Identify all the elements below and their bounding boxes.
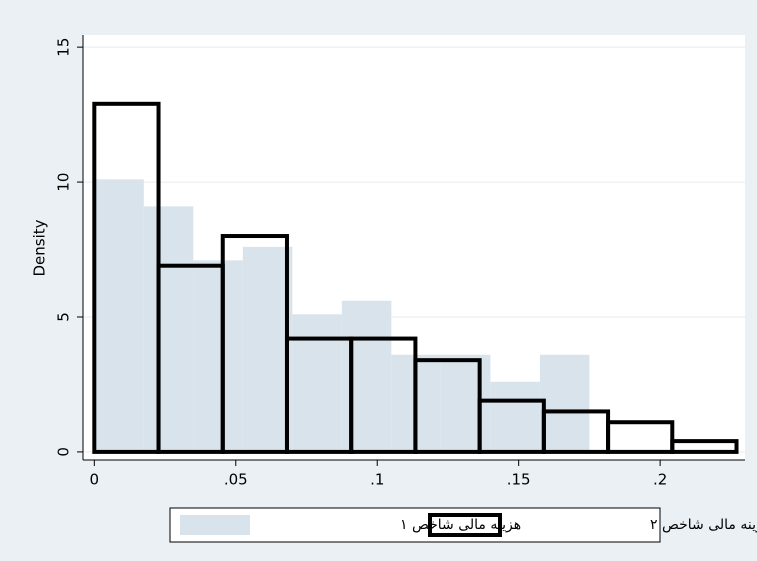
histogram-bar xyxy=(143,206,194,452)
x-tick-label: .2 xyxy=(653,471,667,489)
x-tick-label: .05 xyxy=(224,471,248,489)
histogram-bar xyxy=(670,439,739,454)
y-tick-label: 5 xyxy=(55,312,73,322)
histogram-bar xyxy=(193,260,243,452)
histogram-bar xyxy=(606,420,675,454)
y-tick-label: 15 xyxy=(55,38,73,57)
legend-swatch xyxy=(180,515,250,535)
histogram-bar xyxy=(292,314,342,452)
legend xyxy=(169,507,661,543)
x-tick-label: .1 xyxy=(370,471,384,489)
x-tick-label: .15 xyxy=(507,471,531,489)
legend-label: هزینه مالی شاخص ۱ xyxy=(400,517,521,533)
y-axis-title: Density xyxy=(31,219,49,276)
y-tick-label: 10 xyxy=(55,173,73,192)
histogram-bar xyxy=(440,354,491,452)
legend-swatch xyxy=(428,513,502,537)
histogram-bar xyxy=(490,381,540,452)
y-tick-label: 0 xyxy=(55,447,73,457)
histogram-bar xyxy=(94,179,144,452)
histogram-bar xyxy=(539,354,590,452)
legend-label: هزینه مالی شاخص ۲ xyxy=(650,517,757,533)
x-tick-label: 0 xyxy=(90,471,100,489)
histogram-bar xyxy=(242,246,293,452)
